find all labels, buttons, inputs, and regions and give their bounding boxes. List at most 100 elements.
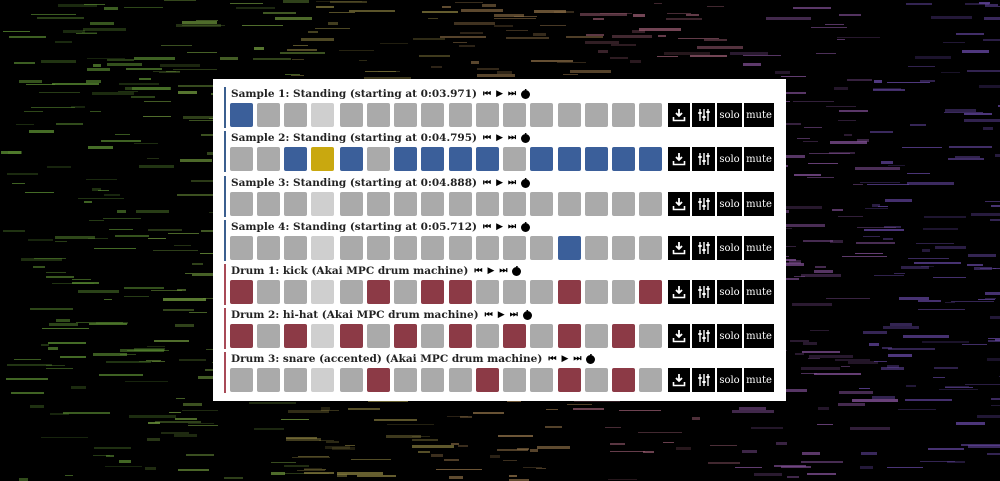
step-pad[interactable] [530,236,553,260]
step-pad[interactable] [558,236,581,260]
mute-button[interactable]: mute [744,368,774,392]
step-pad[interactable] [367,324,390,348]
skip-back-icon[interactable]: ⏮ [483,133,492,143]
solo-button[interactable]: solo [717,236,742,260]
mixer-button[interactable] [692,147,715,171]
step-pad[interactable] [284,147,307,171]
skip-back-icon[interactable]: ⏮ [484,310,493,320]
step-pad[interactable] [612,324,635,348]
step-pad[interactable] [476,103,499,127]
info-icon[interactable]: i [521,178,531,188]
download-button[interactable] [668,103,690,127]
step-pad[interactable] [639,147,662,171]
mute-button[interactable]: mute [744,236,774,260]
step-pad[interactable] [449,147,472,171]
info-icon[interactable]: i [586,354,596,364]
step-pad[interactable] [585,324,608,348]
step-pad[interactable] [257,280,280,304]
step-pad[interactable] [612,236,635,260]
step-pad[interactable] [230,324,253,348]
play-icon[interactable]: ▶ [497,310,505,320]
mixer-button[interactable] [692,324,715,348]
step-pad[interactable] [311,192,334,216]
step-pad[interactable] [558,280,581,304]
step-pad[interactable] [503,324,526,348]
step-pad[interactable] [476,236,499,260]
step-pad[interactable] [612,103,635,127]
step-pad[interactable] [230,368,253,392]
step-pad[interactable] [612,368,635,392]
play-icon[interactable]: ▶ [496,178,504,188]
skip-back-icon[interactable]: ⏮ [483,89,492,99]
skip-forward-icon[interactable]: ⏭ [508,89,517,99]
step-pad[interactable] [530,147,553,171]
step-pad[interactable] [585,192,608,216]
step-pad[interactable] [284,236,307,260]
step-pad[interactable] [230,236,253,260]
step-pad[interactable] [476,280,499,304]
step-pad[interactable] [530,368,553,392]
step-pad[interactable] [230,192,253,216]
info-icon[interactable]: i [521,222,531,232]
step-pad[interactable] [340,236,363,260]
step-pad[interactable] [639,368,662,392]
skip-forward-icon[interactable]: ⏭ [508,133,517,143]
step-pad[interactable] [449,368,472,392]
step-pad[interactable] [257,192,280,216]
step-pad[interactable] [476,368,499,392]
skip-forward-icon[interactable]: ⏭ [509,310,518,320]
mixer-button[interactable] [692,368,715,392]
step-pad[interactable] [394,280,417,304]
step-pad[interactable] [476,147,499,171]
step-pad[interactable] [585,368,608,392]
step-pad[interactable] [503,147,526,171]
solo-button[interactable]: solo [717,280,742,304]
skip-forward-icon[interactable]: ⏭ [573,354,582,364]
download-button[interactable] [668,324,690,348]
step-pad[interactable] [421,103,444,127]
step-pad[interactable] [503,236,526,260]
step-pad[interactable] [340,192,363,216]
step-pad[interactable] [230,280,253,304]
step-pad[interactable] [394,368,417,392]
step-pad[interactable] [257,103,280,127]
step-pad[interactable] [367,147,390,171]
step-pad[interactable] [340,280,363,304]
solo-button[interactable]: solo [717,147,742,171]
step-pad[interactable] [558,192,581,216]
step-pad[interactable] [585,280,608,304]
solo-button[interactable]: solo [717,324,742,348]
skip-back-icon[interactable]: ⏮ [474,266,483,276]
step-pad[interactable] [558,103,581,127]
step-pad[interactable] [449,236,472,260]
solo-button[interactable]: solo [717,103,742,127]
step-pad[interactable] [311,324,334,348]
step-pad[interactable] [585,236,608,260]
step-pad[interactable] [585,103,608,127]
step-pad[interactable] [558,368,581,392]
step-pad[interactable] [530,324,553,348]
step-pad[interactable] [530,103,553,127]
step-pad[interactable] [311,368,334,392]
step-pad[interactable] [340,324,363,348]
step-pad[interactable] [639,236,662,260]
step-pad[interactable] [476,192,499,216]
step-pad[interactable] [639,324,662,348]
skip-forward-icon[interactable]: ⏭ [499,266,508,276]
step-pad[interactable] [558,147,581,171]
solo-button[interactable]: solo [717,368,742,392]
play-icon[interactable]: ▶ [496,89,504,99]
step-pad[interactable] [284,192,307,216]
step-pad[interactable] [230,103,253,127]
step-pad[interactable] [367,236,390,260]
step-pad[interactable] [421,280,444,304]
step-pad[interactable] [530,280,553,304]
step-pad[interactable] [639,280,662,304]
info-icon[interactable]: i [521,133,531,143]
step-pad[interactable] [421,192,444,216]
info-icon[interactable]: i [522,310,532,320]
step-pad[interactable] [639,103,662,127]
mute-button[interactable]: mute [744,147,774,171]
download-button[interactable] [668,368,690,392]
step-pad[interactable] [421,368,444,392]
